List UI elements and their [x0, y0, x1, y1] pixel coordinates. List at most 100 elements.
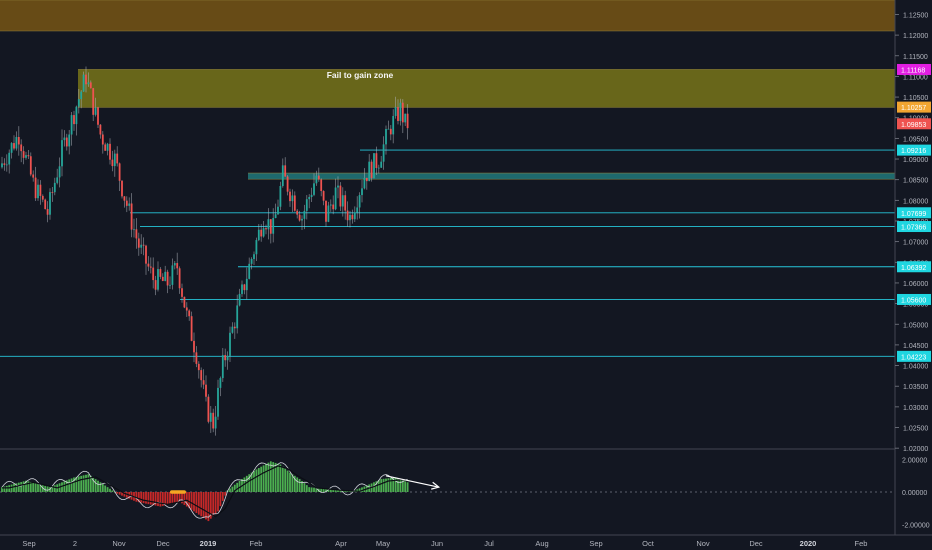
- x-tick-label-10: Aug: [535, 539, 548, 548]
- price-tag-bg-3: [897, 144, 931, 156]
- osc-bar-102: [245, 475, 248, 492]
- candle-body-157: [377, 167, 380, 169]
- price-tag-bg-2: [897, 118, 931, 130]
- osc-bar-133: [320, 488, 323, 492]
- candle-body-120: [289, 191, 291, 202]
- oscillator-axis[interactable]: 2.00000 0.00000 -2.00000: [902, 458, 930, 530]
- y-tick-label-21: 1.02000: [903, 446, 928, 453]
- osc-bar-115: [277, 463, 279, 492]
- osc-bar-27: [65, 480, 68, 492]
- osc-bar-75: [181, 492, 183, 504]
- candle-body-24: [58, 166, 61, 178]
- x-tick-label-16: Feb: [855, 539, 868, 548]
- time-axis[interactable]: Sep 2 Nov Dec 2019 Feb Apr May Jun Jul Aug Sep Oct No…: [22, 539, 867, 548]
- osc-bar-113: [272, 462, 275, 492]
- candle-body-9: [22, 151, 25, 158]
- osc-bar-86: [207, 492, 210, 522]
- candle-body-152: [365, 177, 368, 182]
- osc-bar-165: [397, 478, 399, 492]
- y-tick-label-7: 1.09000: [903, 157, 928, 164]
- osc-bar-87: [209, 492, 212, 519]
- osc-bar-85: [205, 492, 207, 520]
- candle-body-94: [226, 355, 229, 361]
- osc-bar-36: [87, 474, 90, 492]
- osc-tick-label-1: 0.00000: [902, 490, 927, 497]
- osc-bar-29: [70, 478, 73, 492]
- osc-bar-168: [404, 481, 407, 492]
- divergence-arrow-head: [431, 481, 441, 490]
- osc-bar-63: [152, 492, 155, 506]
- candle-body-62: [149, 266, 152, 268]
- osc-bar-30: [73, 477, 75, 492]
- candle-body-160: [385, 128, 387, 145]
- candle-body-132: [317, 175, 320, 180]
- osc-bar-81: [195, 492, 198, 513]
- osc-bar-156: [375, 481, 378, 492]
- candle-body-154: [370, 161, 373, 179]
- osc-bar-167: [401, 480, 404, 492]
- candle-body-63: [152, 267, 155, 281]
- candle-body-37: [89, 82, 92, 89]
- osc-bar-89: [214, 492, 217, 514]
- osc-bar-138: [332, 489, 335, 492]
- osc-bar-91: [219, 492, 222, 507]
- candle-body-84: [202, 380, 205, 385]
- candle-body-73: [176, 263, 179, 269]
- candle-body-121: [291, 195, 294, 202]
- candle-body-137: [329, 204, 332, 206]
- osc-bar-136: [327, 489, 330, 492]
- candle-body-141: [339, 185, 342, 207]
- osc-slow-line: [2, 465, 408, 518]
- candle-body-119: [286, 176, 289, 192]
- price-tag-bg-8: [897, 350, 931, 362]
- osc-bar-121: [291, 474, 294, 492]
- osc-bar-142: [341, 490, 344, 492]
- osc-bar-82: [197, 492, 200, 515]
- osc-bar-68: [164, 492, 167, 506]
- candle-body-34: [82, 74, 85, 92]
- osc-bar-124: [298, 479, 301, 492]
- candle-body-42: [101, 134, 104, 145]
- candle-body-48: [116, 153, 119, 164]
- candle-body-105: [253, 254, 255, 260]
- osc-bar-105: [253, 471, 255, 492]
- y-tick-label-0: 1.12500: [903, 12, 928, 19]
- osc-bar-61: [147, 492, 150, 505]
- candle-body-65: [157, 269, 159, 290]
- candle-body-138: [332, 204, 335, 210]
- candle-body-145: [349, 214, 351, 221]
- candle-body-45: [109, 143, 111, 160]
- zone-support-zone: [248, 173, 895, 180]
- candle-body-25: [61, 140, 63, 167]
- osc-bar-161: [387, 478, 390, 492]
- candle-body-100: [241, 284, 243, 294]
- candle-body-75: [181, 288, 183, 297]
- osc-bar-59: [142, 492, 145, 504]
- candle-body-167: [401, 102, 404, 123]
- candle-body-102: [245, 278, 248, 291]
- osc-bar-1: [3, 486, 6, 492]
- osc-bar-67: [161, 492, 164, 506]
- price-tag-1: 1.10257: [901, 105, 926, 112]
- candle-body-92: [221, 355, 224, 379]
- osc-bar-114: [274, 462, 277, 492]
- y-tick-label-19: 1.03000: [903, 405, 928, 412]
- candle-body-158: [380, 161, 383, 168]
- osc-bar-51: [123, 492, 126, 497]
- candle-body-99: [238, 293, 241, 306]
- y-tick-label-20: 1.02500: [903, 426, 928, 433]
- osc-bar-122: [293, 475, 296, 492]
- osc-bar-110: [265, 464, 267, 492]
- osc-bar-13: [32, 482, 35, 492]
- osc-bar-99: [238, 480, 241, 492]
- candle-body-49: [118, 163, 121, 181]
- osc-bar-166: [399, 479, 402, 492]
- osc-bar-92: [221, 492, 224, 501]
- candle-body-39: [94, 107, 97, 115]
- price-tag-7: 1.05600: [901, 297, 926, 304]
- osc-bar-14: [34, 483, 37, 492]
- candle-body-72: [173, 263, 176, 266]
- osc-bar-8: [20, 481, 23, 492]
- candle-body-33: [80, 91, 83, 100]
